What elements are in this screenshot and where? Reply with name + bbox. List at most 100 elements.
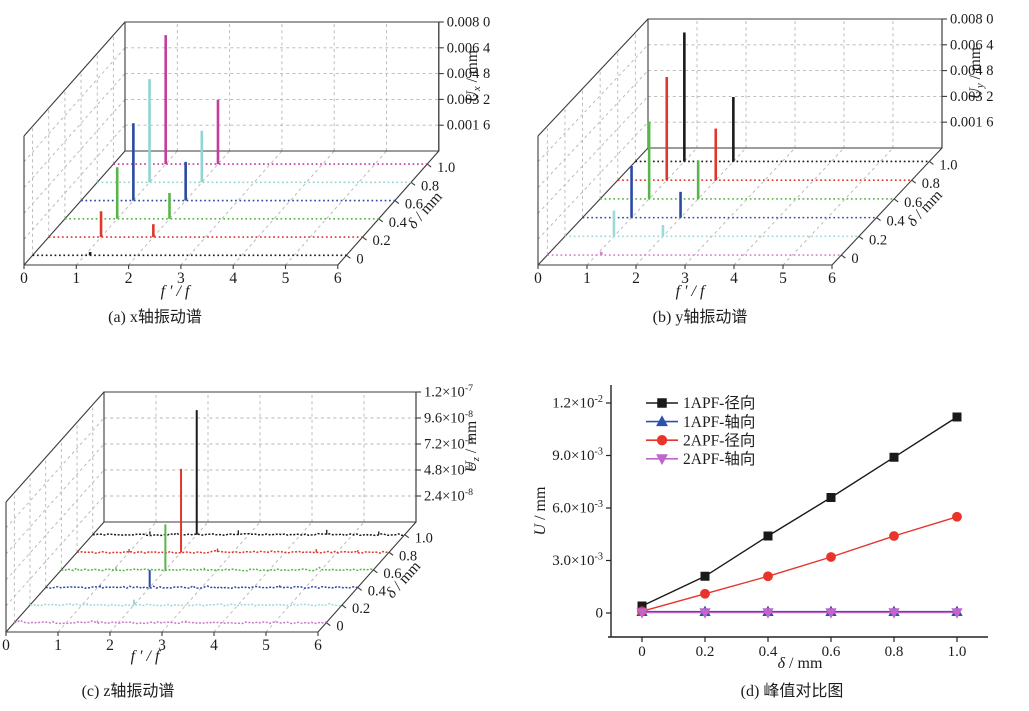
x-tick-label: 2	[106, 637, 114, 654]
x-tick-label: 2	[125, 270, 133, 287]
data-series-1APF-轴向	[636, 605, 963, 616]
depth-tick	[378, 218, 384, 223]
wf-c-series-delta-1	[92, 410, 405, 537]
left-top-edge	[537, 18, 649, 137]
left-bottom-edge	[5, 521, 105, 633]
depth-tick	[929, 161, 934, 165]
depth-tick-label: 0.2	[869, 232, 887, 248]
wf-a-series-delta-1	[113, 35, 428, 165]
x-tick-label: 0	[20, 270, 28, 287]
legend-item-2: 2APF-径向	[646, 431, 755, 449]
legend-label: 1APF-轴向	[683, 413, 755, 431]
depth-axis-line	[337, 150, 440, 266]
z-tick-label: 0.003 2	[950, 89, 994, 105]
wf-a-series-delta-0	[32, 252, 347, 257]
data-marker	[952, 412, 962, 422]
depth-tick-label: 0	[336, 619, 343, 635]
x-axis-title: f ′ / f	[161, 283, 192, 300]
x-tick-label: 0	[2, 637, 10, 654]
leftwall-grid-line	[5, 417, 105, 529]
depth-tick-label: 1.0	[437, 160, 455, 176]
left-bottom-edge	[537, 147, 649, 266]
depth-tick	[841, 254, 846, 259]
series-baseline	[14, 619, 327, 625]
y-tick-label: 1.2×10-2	[552, 394, 603, 412]
wf-b-series-delta-1	[635, 32, 930, 163]
depth-tick-label: 0.4	[389, 215, 408, 231]
leftwall-grid-line	[537, 96, 649, 214]
wf-b-series-delta-0.4	[582, 166, 877, 219]
subplot-c: 0 1 2 3 4 5 600.20.40.60.81.02.4×10-84.8×10-87…	[2, 383, 482, 665]
wf-b-series-delta-0.6	[600, 121, 895, 200]
floor-grid-line	[285, 150, 387, 266]
z-tick-label: 7.2×10-8	[424, 435, 473, 453]
z-axis-title: Uz / mm	[463, 421, 482, 473]
wf-a-series-delta-0.6	[81, 123, 395, 202]
box-edges	[23, 21, 444, 269]
wf-c-series-delta-0.2	[29, 599, 343, 607]
y-tick-label: 9.0×10-3	[552, 447, 603, 465]
depth-tick	[362, 236, 367, 241]
data-marker	[700, 571, 710, 581]
legend-marker	[656, 415, 668, 427]
depth-tick-label: 0.8	[922, 176, 940, 192]
wf-a-series-delta-0.2	[48, 211, 363, 238]
leftwall-grid-line	[5, 443, 105, 555]
leftwall-grid-line	[5, 469, 105, 581]
legend-item-0: 1APF-径向	[646, 394, 755, 412]
x-tick-label: 4	[229, 270, 237, 287]
leftwall-grid-line	[537, 70, 649, 188]
x-tick-label: 3	[158, 637, 166, 654]
leftwall-grid-line	[23, 73, 126, 188]
data-marker	[763, 531, 773, 541]
legend-marker	[656, 454, 668, 466]
z-tick-label: 0.003 2	[447, 92, 491, 108]
x-tick-label: 4	[210, 637, 218, 654]
z-axis-title: Uy / mm	[967, 47, 986, 99]
x-axis-title: f ′ / f	[676, 283, 707, 300]
leftwall-grid-line	[537, 121, 649, 240]
z-tick-label: 9.6×10-8	[424, 409, 473, 427]
depth-tick-label: 0.8	[399, 548, 417, 564]
legend-marker	[657, 398, 667, 408]
subplot-b: 0 1 2 3 4 5 600.20.40.60.81.00.001 60.003 20.0…	[534, 12, 994, 301]
x-tick-label: 5	[262, 637, 270, 654]
data-marker	[889, 452, 899, 462]
x-tick-label: 0.6	[822, 644, 841, 660]
data-marker	[826, 552, 836, 562]
data-line	[641, 516, 958, 612]
wf-c-series-delta-0.4	[45, 570, 358, 590]
wf-a-series-delta-0.4	[64, 167, 379, 220]
depth-tick-label: 1.0	[939, 157, 957, 173]
floor-grid-line	[213, 521, 313, 633]
depth-tick	[394, 200, 400, 205]
z-tick-label: 2.4×10-8	[424, 487, 473, 505]
legend-label: 2APF-轴向	[683, 450, 755, 468]
wf-c-series-delta-0	[14, 619, 327, 625]
x-tick-label: 1	[583, 270, 591, 287]
subplot-a: 0 1 2 3 4 5 600.20.40.60.81.00.001 60.003 20.0…	[20, 15, 491, 301]
depth-tick-label: 0	[356, 251, 363, 267]
depth-tick-label: 0.8	[421, 178, 439, 194]
floor-grid-line	[180, 150, 283, 266]
floor-grid-line	[265, 521, 365, 633]
leftwall-grid-line	[23, 99, 126, 214]
floor-grid-line	[635, 147, 747, 266]
depth-tick-label: 1.0	[415, 531, 433, 547]
x-tick-label: 3	[177, 270, 185, 287]
floor-grid-line	[733, 147, 845, 266]
z-tick-label: 0.001 6	[447, 118, 491, 134]
depth-tick	[341, 604, 347, 609]
legend-item-3: 2APF-轴向	[646, 450, 755, 468]
series-baseline	[76, 550, 390, 554]
z-tick-label: 0.006 4	[447, 40, 491, 56]
floor-grid-line	[586, 147, 698, 266]
y-axis-title: U / mm	[532, 486, 549, 535]
leftwall-grid-line	[5, 495, 105, 607]
x-tick-label: 0	[638, 644, 646, 660]
depth-tick-label: 0.2	[373, 233, 391, 249]
z-tick-label: 4.8×10-8	[424, 461, 473, 479]
z-tick-label: 1.2×10-7	[424, 383, 473, 401]
floor-grid-line	[109, 521, 209, 633]
